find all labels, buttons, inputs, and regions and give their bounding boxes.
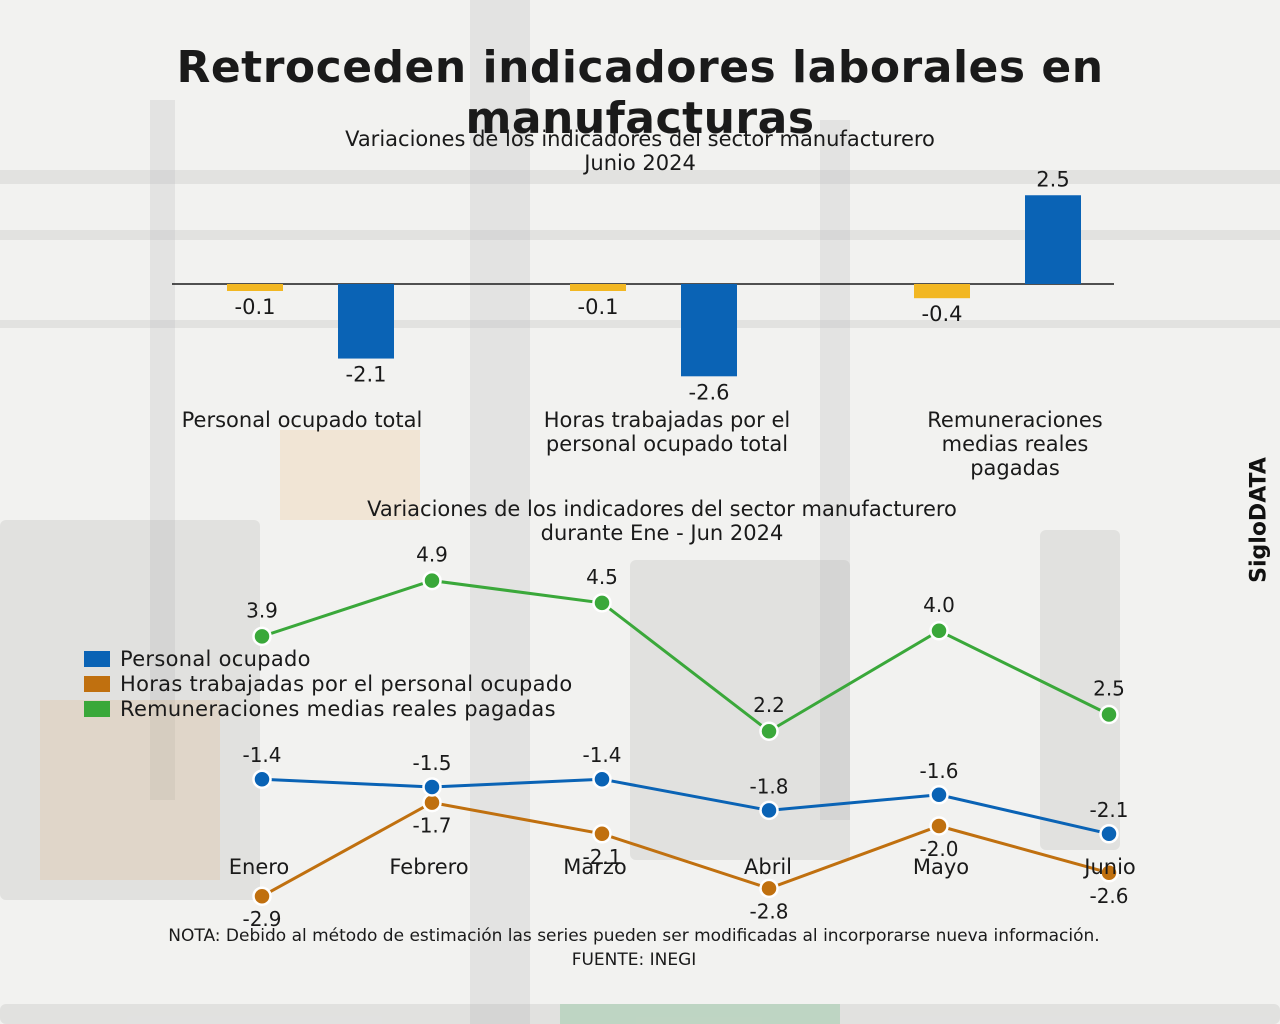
data-label-personal: -1.6 <box>919 759 958 783</box>
data-label-horas: -2.9 <box>242 907 281 931</box>
series-point <box>252 626 272 647</box>
bar-category-label: Horas trabajadas por el <box>544 408 790 432</box>
data-label-personal: -1.4 <box>242 743 281 767</box>
x-tick-label: Mayo <box>913 855 969 879</box>
bar-category-label: medias reales <box>942 432 1089 456</box>
bar-main <box>1025 195 1081 284</box>
bar-value-label: -0.4 <box>922 302 963 326</box>
line-chart-subtitle: durante Ene - Jun 2024 <box>540 521 784 545</box>
series-point <box>592 769 612 789</box>
bar-category-label: pagadas <box>970 456 1060 480</box>
bar-value-label: -0.1 <box>235 295 276 319</box>
legend-label: Remuneraciones medias reales pagadas <box>120 696 556 721</box>
data-label-personal: -1.8 <box>749 774 788 798</box>
brand-logo: SigloDATA <box>1244 450 1274 590</box>
legend-swatch-remuneraciones <box>84 700 110 717</box>
series-point <box>252 769 272 789</box>
data-label-remuneraciones: 2.5 <box>1093 677 1125 701</box>
bar-category-label: Remuneraciones <box>927 408 1102 432</box>
bar-small <box>570 284 626 291</box>
bar-value-label: -2.1 <box>346 363 387 387</box>
series-point <box>1099 704 1119 725</box>
series-point <box>422 570 442 591</box>
data-label-horas: -2.6 <box>1089 884 1128 908</box>
legend-label: Personal ocupado <box>120 646 311 671</box>
note-text: NOTA: Debido al método de estimación las… <box>168 926 1100 946</box>
legend-item-horas: Horas trabajadas por el personal ocupado <box>84 671 573 696</box>
bar-small <box>227 284 283 291</box>
series-point <box>759 721 779 741</box>
data-label-personal: -2.1 <box>1089 798 1128 822</box>
data-label-remuneraciones: 4.9 <box>416 543 448 567</box>
series-point <box>592 593 612 613</box>
data-label-remuneraciones: 4.0 <box>923 593 955 617</box>
bar-chart-subtitle: Junio 2024 <box>584 151 696 175</box>
series-point <box>759 878 779 899</box>
legend-swatch-horas <box>84 675 110 692</box>
bar-category-label: Personal ocupado total <box>182 408 423 432</box>
series-point <box>422 777 442 797</box>
data-label-remuneraciones: 3.9 <box>246 598 278 622</box>
series-line <box>261 777 1110 836</box>
series-line <box>261 801 1110 898</box>
series-point <box>929 816 949 836</box>
bar-category-label: personal ocupado total <box>546 432 788 456</box>
series-point <box>759 800 779 821</box>
line-chart-legend: Personal ocupado Horas trabajadas por el… <box>84 646 573 721</box>
bar-chart-title: Variaciones de los indicadores del secto… <box>290 127 990 175</box>
bar-value-label: -0.1 <box>578 295 619 319</box>
legend-swatch-personal <box>84 650 110 667</box>
series-point <box>1099 824 1119 844</box>
bar-chart-title-line1: Variaciones de los indicadores del secto… <box>345 127 935 151</box>
series-point <box>929 785 949 805</box>
data-label-horas: -2.8 <box>749 899 788 923</box>
data-label-personal: -1.4 <box>582 743 621 767</box>
bar-main <box>681 284 737 377</box>
page-title: Retroceden indicadores laborales en manu… <box>176 42 1104 144</box>
data-label-horas: -2.0 <box>919 837 958 861</box>
series-point <box>592 824 612 844</box>
data-label-horas: -2.1 <box>582 845 621 869</box>
data-label-horas: -1.7 <box>412 814 451 838</box>
bar-value-label: 2.5 <box>1036 167 1069 191</box>
source-text: FUENTE: INEGI <box>571 950 697 970</box>
bar-value-label: -2.6 <box>689 380 730 404</box>
x-tick-label: Marzo <box>563 855 627 879</box>
x-tick-label: Junio <box>1082 855 1136 879</box>
brand-text: SigloDATA <box>1246 457 1272 583</box>
data-label-remuneraciones: 2.2 <box>753 693 785 717</box>
x-tick-label: Febrero <box>389 855 468 879</box>
x-tick-label: Enero <box>229 855 290 879</box>
line-chart-title-line1: Variaciones de los indicadores del secto… <box>367 497 957 521</box>
bar-main <box>338 284 394 359</box>
data-label-remuneraciones: 4.5 <box>586 565 618 589</box>
series-point <box>252 886 272 906</box>
footnote: NOTA: Debido al método de estimación las… <box>0 924 1268 972</box>
series-point <box>1099 863 1119 883</box>
series-point <box>929 621 949 641</box>
line-chart-title: Variaciones de los indicadores del secto… <box>312 497 1012 545</box>
bar-small <box>914 284 970 299</box>
data-label-personal: -1.5 <box>412 751 451 775</box>
legend-label: Horas trabajadas por el personal ocupado <box>120 671 573 696</box>
legend-item-remuneraciones: Remuneraciones medias reales pagadas <box>84 696 573 721</box>
series-line <box>261 579 1110 734</box>
x-tick-label: Abril <box>744 855 792 879</box>
legend-item-personal: Personal ocupado <box>84 646 573 671</box>
